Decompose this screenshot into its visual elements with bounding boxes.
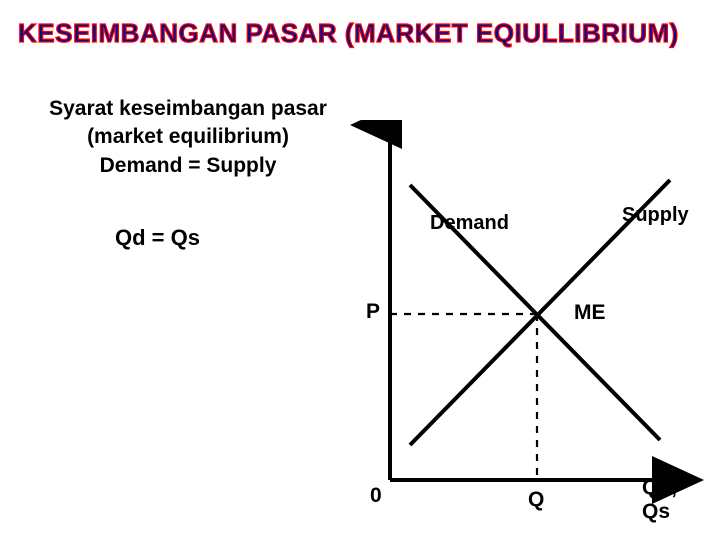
- qdqs-label: Qd, Qs: [642, 476, 690, 524]
- supply-demand-chart: Demand Supply P ME 0 Q Qd, Qs: [330, 120, 690, 520]
- page-title: KESEIMBANGAN PASAR (MARKET EQIULLIBRIUM): [0, 0, 720, 49]
- me-label: ME: [574, 301, 606, 325]
- demand-label: Demand: [430, 212, 509, 235]
- subtitle-line-3: Demand = Supply: [38, 152, 338, 180]
- origin-label: 0: [370, 484, 382, 508]
- q-label: Q: [528, 488, 544, 512]
- equation-text: Qd = Qs: [115, 225, 200, 251]
- subtitle-line-1: Syarat keseimbangan pasar: [38, 95, 338, 123]
- supply-label: Supply: [622, 204, 689, 227]
- p-label: P: [366, 300, 380, 324]
- subtitle-line-2: (market equilibrium): [38, 123, 338, 151]
- subtitle-block: Syarat keseimbangan pasar (market equili…: [38, 95, 338, 180]
- chart-svg: [330, 120, 710, 530]
